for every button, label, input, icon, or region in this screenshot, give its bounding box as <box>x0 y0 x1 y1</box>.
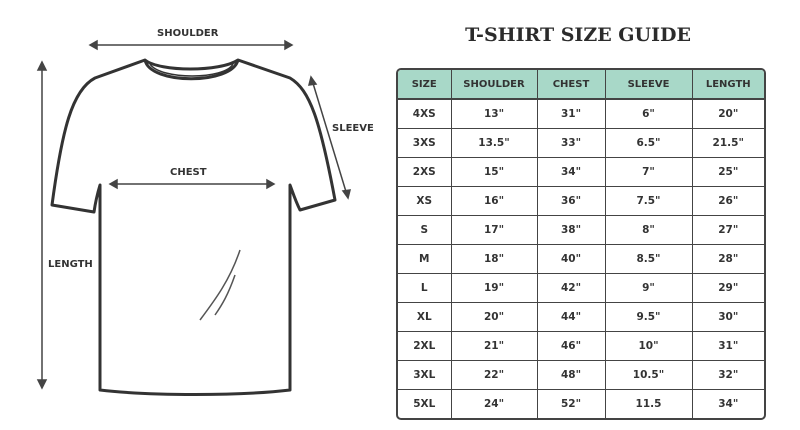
table-row: 4XS 13" 31" 6" 20" <box>398 99 764 129</box>
chest-label: CHEST <box>170 167 207 178</box>
table-cell: 22" <box>451 360 538 390</box>
table-cell: 17" <box>451 215 538 245</box>
sleeve-arrow <box>311 79 348 196</box>
table-cell: S <box>398 215 452 245</box>
table-cell: 30" <box>692 302 764 332</box>
table-cell: 31" <box>537 99 606 129</box>
page-title: T-SHIRT SIZE GUIDE <box>465 24 691 46</box>
table-cell: XL <box>398 302 452 332</box>
table-cell: 24" <box>451 389 538 418</box>
table-cell: 15" <box>451 157 538 187</box>
table-cell: 52" <box>537 389 606 418</box>
table-cell: 16" <box>451 186 538 216</box>
table-cell: 21.5" <box>692 128 764 158</box>
table-cell: 10" <box>605 331 693 361</box>
collar-inner <box>149 63 234 77</box>
table-cell: 34" <box>537 157 606 187</box>
table-cell: 13" <box>451 99 538 129</box>
table-cell: 29" <box>692 273 764 303</box>
size-table: SIZE SHOULDER CHEST SLEEVE LENGTH 4XS 13" 31" 6… <box>396 68 766 420</box>
table-cell: 8" <box>605 215 693 245</box>
table-cell: 20" <box>451 302 538 332</box>
table-cell: 3XS <box>398 128 452 158</box>
table-cell: 4XS <box>398 99 452 129</box>
table-cell: 38" <box>537 215 606 245</box>
table-row: S 17" 38" 8" 27" <box>398 215 764 245</box>
table-cell: 28" <box>692 244 764 274</box>
table-cell: 40" <box>537 244 606 274</box>
table-cell: 7" <box>605 157 693 187</box>
column-header: SLEEVE <box>605 70 693 100</box>
table-cell: 18" <box>451 244 538 274</box>
table-cell: 6.5" <box>605 128 693 158</box>
table-row: 5XL 24" 52" 11.5 34" <box>398 389 764 418</box>
table-cell: 9" <box>605 273 693 303</box>
fold-lines <box>199 249 241 321</box>
table-cell: 3XL <box>398 360 452 390</box>
table-cell: 19" <box>451 273 538 303</box>
table-cell: 36" <box>537 186 606 216</box>
table-row: 3XS 13.5" 33" 6.5" 21.5" <box>398 128 764 158</box>
table-cell: 46" <box>537 331 606 361</box>
table-row: XS 16" 36" 7.5" 26" <box>398 186 764 216</box>
table-row: 3XL 22" 48" 10.5" 32" <box>398 360 764 390</box>
sleeve-label: SLEEVE <box>332 123 374 134</box>
table-cell: 7.5" <box>605 186 693 216</box>
table-cell: 25" <box>692 157 764 187</box>
table-cell: 34" <box>718 398 739 410</box>
column-header: LENGTH <box>692 70 764 100</box>
table-cell: 31" <box>692 331 764 361</box>
table-cell: L <box>398 273 452 303</box>
shoulder-label: SHOULDER <box>157 28 219 39</box>
table-cell: 6" <box>605 99 693 129</box>
table-cell: 21" <box>451 331 538 361</box>
table-header: SIZE SHOULDER CHEST SLEEVE LENGTH <box>398 70 764 100</box>
table-cell: 44" <box>537 302 606 332</box>
table-cell: 13.5" <box>451 128 538 158</box>
table-row: XL 20" 44" 9.5" 30" <box>398 302 764 332</box>
table-cell: 2XS <box>398 157 452 187</box>
table-row: L 19" 42" 9" 29" <box>398 273 764 303</box>
table-cell: 33" <box>537 128 606 158</box>
tshirt-outline <box>50 58 337 396</box>
table-cell: M <box>398 244 452 274</box>
table-cell: 5XL <box>398 389 452 418</box>
table-cell: XS <box>398 186 452 216</box>
table-cell: 8.5" <box>605 244 693 274</box>
table-cell: 9.5" <box>605 302 693 332</box>
table-row: 2XL 21" 46" 10" 31" <box>398 331 764 361</box>
tshirt-illustration <box>36 39 351 396</box>
table-row: 2XS 15" 34" 7" 25" <box>398 157 764 187</box>
table-cell: 32" <box>692 360 764 390</box>
length-label: LENGTH <box>48 259 93 270</box>
table-cell: 48" <box>537 360 606 390</box>
collar <box>143 59 240 81</box>
table-cell: 20" <box>692 99 764 129</box>
table-cell: 10.5" <box>605 360 693 390</box>
table-cell: 11.5 <box>605 389 693 418</box>
table-cell: 27" <box>692 215 764 245</box>
table-cell: 26" <box>692 186 764 216</box>
column-header: SIZE <box>398 70 452 100</box>
table-cell: 2XL <box>398 331 452 361</box>
table-cell: 42" <box>537 273 606 303</box>
column-header: SHOULDER <box>451 70 538 100</box>
column-header: CHEST <box>537 70 606 100</box>
table-row: M 18" 40" 8.5" 28" <box>398 244 764 274</box>
